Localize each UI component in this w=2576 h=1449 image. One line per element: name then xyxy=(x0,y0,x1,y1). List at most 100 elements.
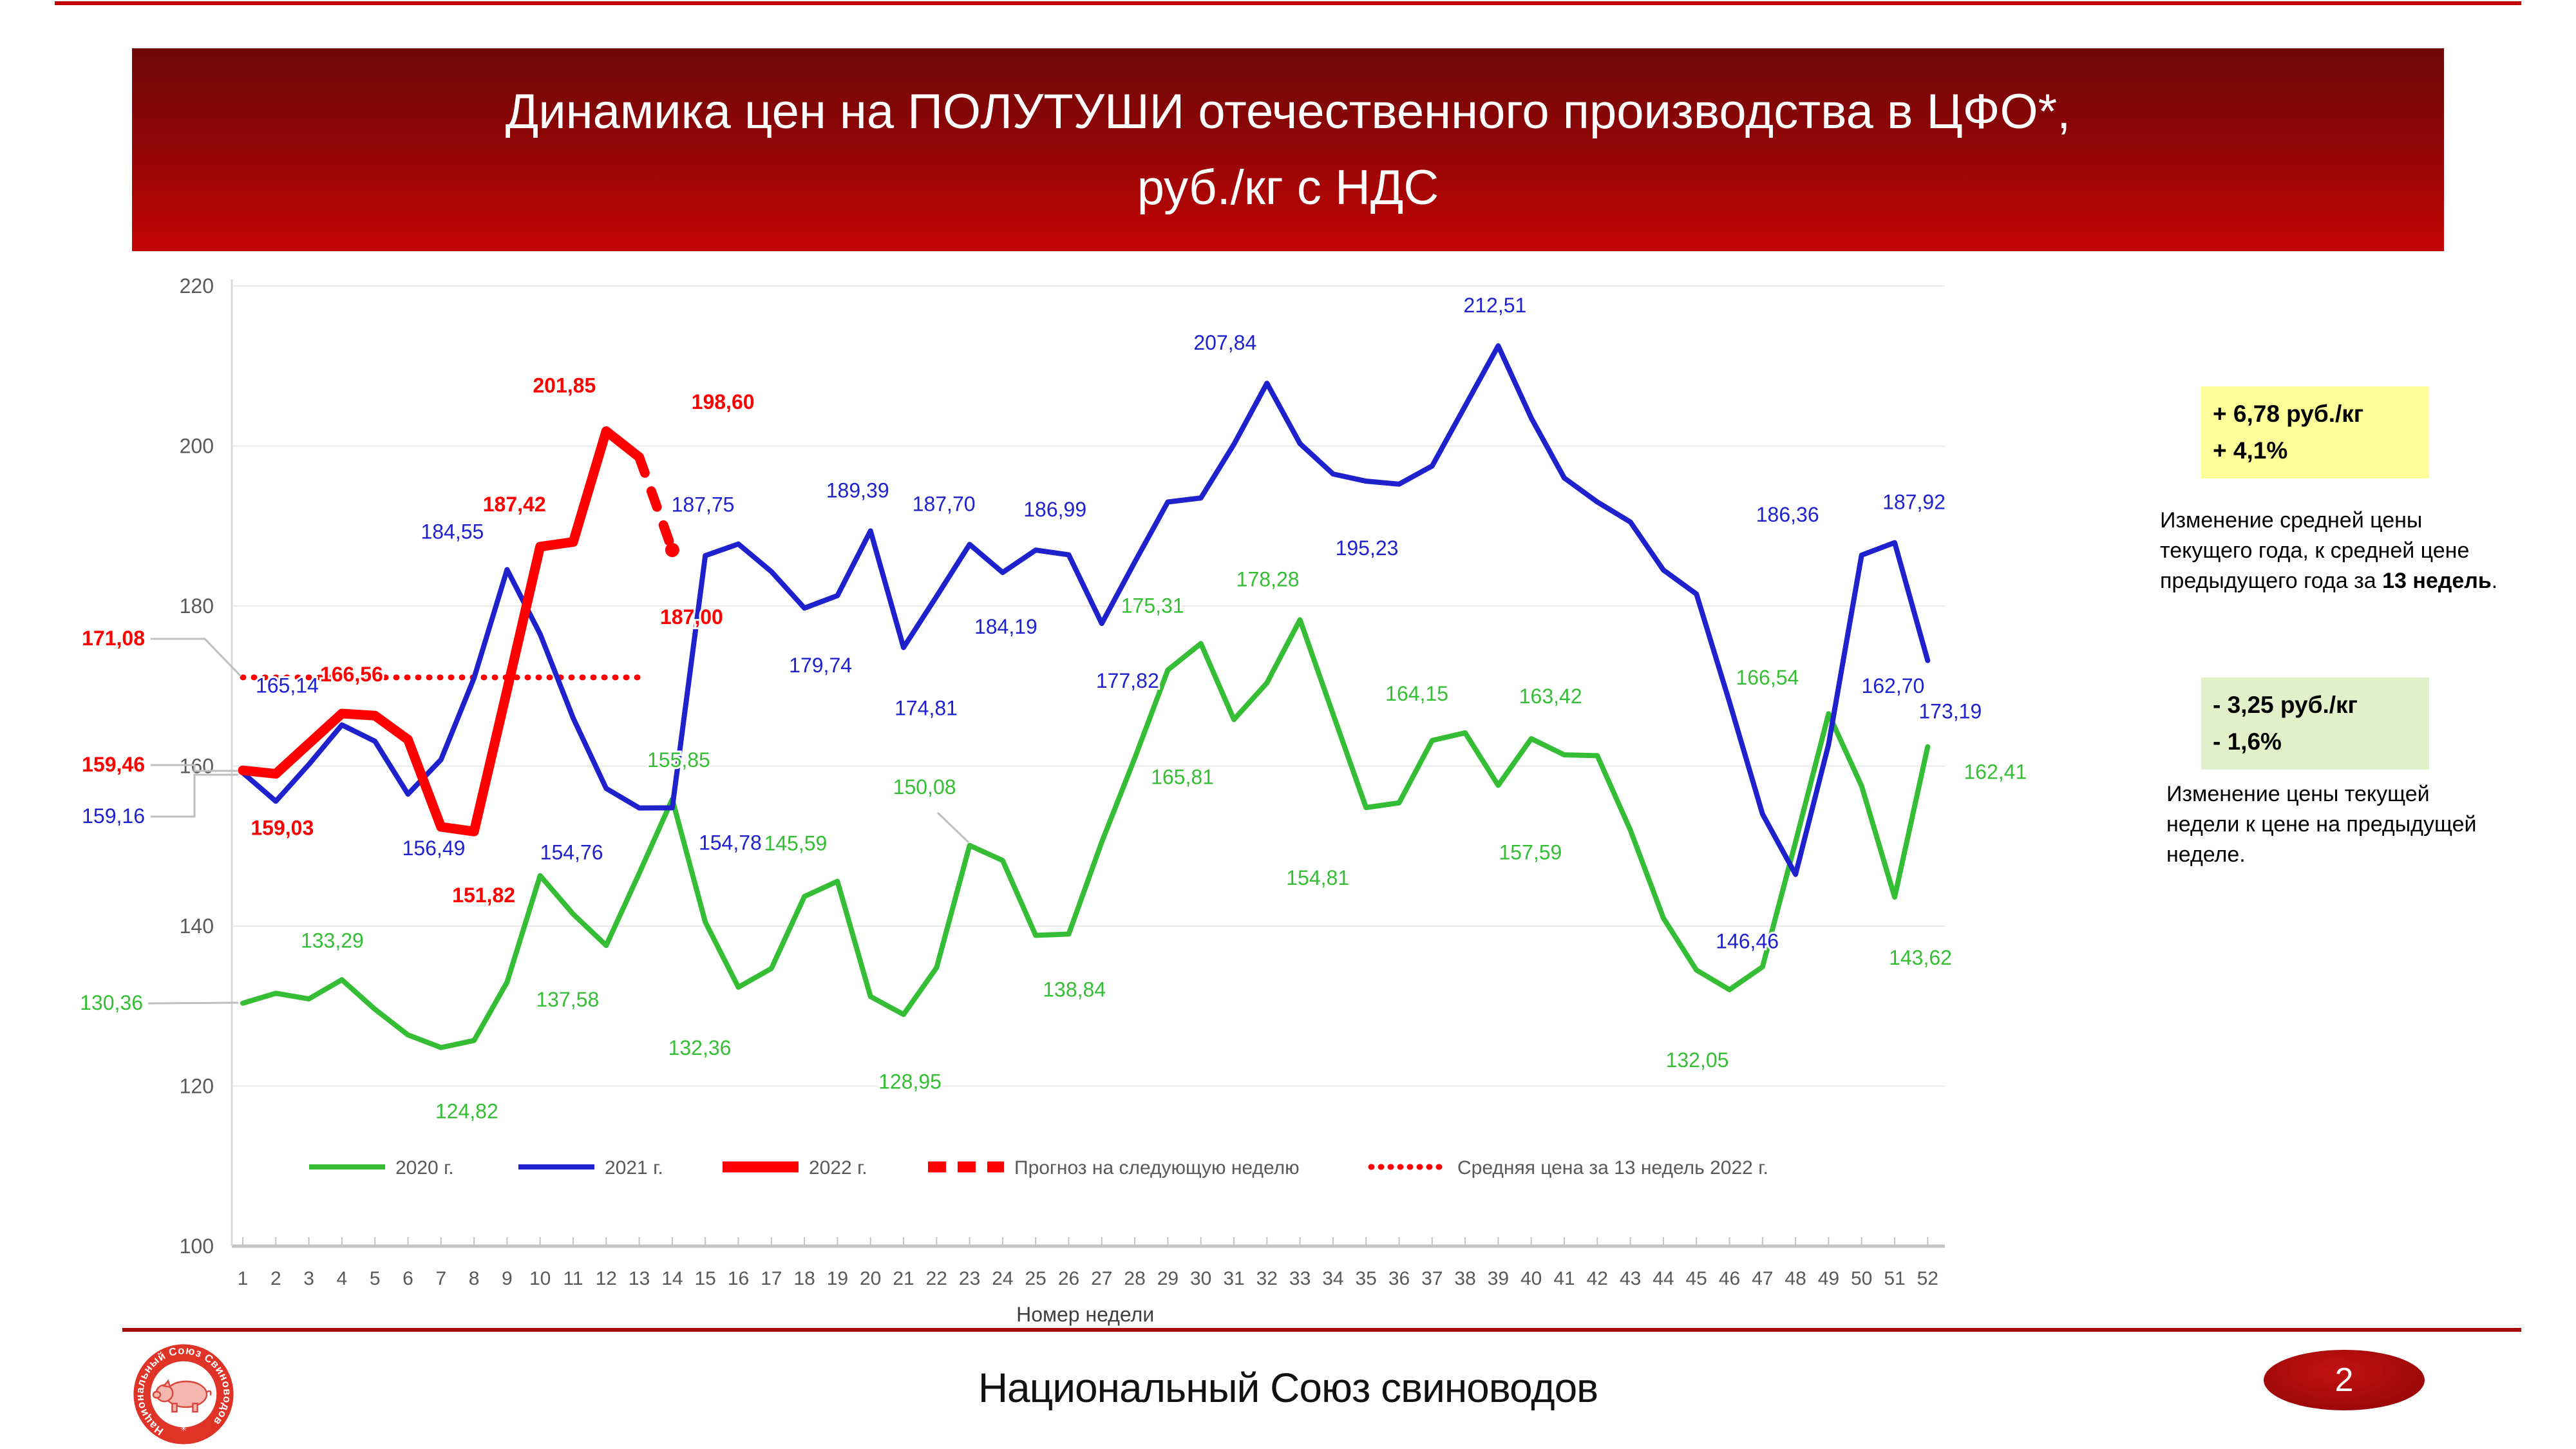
x-tick-label: 10 xyxy=(529,1268,551,1289)
x-tick-label: 25 xyxy=(1025,1268,1046,1289)
logo-star: ✳ xyxy=(180,1424,187,1434)
year-change-note-period: . xyxy=(2491,568,2498,593)
data-label-2021: 179,74 xyxy=(789,654,852,677)
slide-title-banner: Динамика цен на ПОЛУТУШИ отечественного … xyxy=(132,48,2444,251)
x-tick-label: 31 xyxy=(1223,1268,1244,1289)
label-leader-line xyxy=(151,638,242,677)
page-number-badge: 2 xyxy=(2264,1350,2425,1410)
footer-divider xyxy=(122,1328,2521,1332)
x-tick-label: 43 xyxy=(1620,1268,1641,1289)
x-tick-label: 30 xyxy=(1190,1268,1211,1289)
data-label-2021: 187,75 xyxy=(672,493,735,516)
data-label-2020: 154,81 xyxy=(1286,866,1349,889)
legend-label: 2020 г. xyxy=(395,1157,454,1179)
slide-title-line2: руб./кг с НДС xyxy=(1137,160,1439,215)
x-tick-label: 2 xyxy=(270,1268,281,1289)
legend-item: Средняя цена за 13 недель 2022 г. xyxy=(1368,1157,1768,1179)
data-label-2021: 146,46 xyxy=(1716,930,1779,953)
x-tick-label: 16 xyxy=(728,1268,749,1289)
data-label-2020: 162,41 xyxy=(1964,761,2027,784)
x-axis: 1 2 3 4 5 6 7 8 9 10 11 12 13 14 15 16 17 18 19 20 21 22 23 24 2… xyxy=(238,1237,1938,1326)
y-tick-label: 220 xyxy=(180,274,214,298)
top-accent-line xyxy=(55,1,2521,5)
data-label-2020: 150,08 xyxy=(893,775,956,799)
x-tick-label: 47 xyxy=(1752,1268,1773,1289)
legend-item: 2020 г. xyxy=(309,1157,454,1179)
x-tick-label: 3 xyxy=(303,1268,314,1289)
x-tick-label: 50 xyxy=(1851,1268,1872,1289)
axis-side-label: 171,08 xyxy=(82,627,145,650)
x-tick-label: 18 xyxy=(793,1268,815,1289)
x-tick-label: 22 xyxy=(926,1268,947,1289)
x-tick-label: 37 xyxy=(1421,1268,1443,1289)
forecast-end-dot xyxy=(665,543,679,558)
x-tick-label: 42 xyxy=(1587,1268,1608,1289)
week-change-rub: - 3,25 руб./кг xyxy=(2213,692,2358,718)
x-tick-label: 33 xyxy=(1289,1268,1311,1289)
y-tick-label: 100 xyxy=(180,1235,214,1258)
data-label-2021: 187,92 xyxy=(1882,491,1946,514)
label-leader-line xyxy=(151,764,238,772)
x-tick-label: 46 xyxy=(1719,1268,1740,1289)
week-change-pct: - 1,6% xyxy=(2213,728,2282,755)
x-tick-label: 20 xyxy=(860,1268,881,1289)
x-tick-label: 51 xyxy=(1884,1268,1905,1289)
x-tick-label: 32 xyxy=(1256,1268,1278,1289)
data-label-2021: 174,81 xyxy=(895,696,958,719)
data-label-2021: 195,23 xyxy=(1336,536,1399,560)
legend-label: 2022 г. xyxy=(809,1157,867,1179)
x-tick-label: 15 xyxy=(695,1268,716,1289)
x-tick-label: 38 xyxy=(1454,1268,1475,1289)
series-2020 xyxy=(240,617,1931,1050)
x-tick-label: 26 xyxy=(1058,1268,1079,1289)
data-label-2020: 128,95 xyxy=(878,1070,942,1093)
year-change-rub: + 6,78 руб./кг xyxy=(2213,401,2364,427)
data-label-2022: 166,56 xyxy=(320,663,383,686)
data-label-2022: 201,85 xyxy=(533,374,596,397)
data-label-2020: 178,28 xyxy=(1236,567,1300,591)
x-tick-label: 39 xyxy=(1488,1268,1509,1289)
y-tick-label: 140 xyxy=(180,914,214,938)
data-label-2020: 165,81 xyxy=(1151,765,1214,788)
y-tick-label: 120 xyxy=(180,1075,214,1098)
pig-icon xyxy=(152,1379,212,1413)
data-label-2020: 137,58 xyxy=(536,988,599,1011)
x-tick-label: 5 xyxy=(370,1268,381,1289)
data-label-2020: 143,62 xyxy=(1889,946,1952,969)
data-label-2021: 162,70 xyxy=(1861,674,1924,697)
x-tick-label: 27 xyxy=(1091,1268,1112,1289)
x-tick-label: 12 xyxy=(596,1268,617,1289)
week-change-box: - 3,25 руб./кг - 1,6% xyxy=(2201,677,2429,770)
x-tick-label: 49 xyxy=(1818,1268,1839,1289)
axis-side-label: 159,46 xyxy=(82,753,145,776)
data-label-2021: 173,19 xyxy=(1918,700,1982,723)
x-tick-label: 44 xyxy=(1653,1268,1674,1289)
annotation-panel: + 6,78 руб./кг + 4,1% Изменение средней … xyxy=(2151,361,2537,940)
data-label-2020: 157,59 xyxy=(1499,840,1562,864)
x-tick-label: 6 xyxy=(402,1268,413,1289)
label-leader-line xyxy=(151,773,238,818)
legend-item: 2022 г. xyxy=(723,1157,867,1179)
year-change-box: + 6,78 руб./кг + 4,1% xyxy=(2201,386,2429,478)
data-label-2021: 154,76 xyxy=(540,841,603,864)
year-change-pct: + 4,1% xyxy=(2213,437,2288,464)
x-tick-label: 36 xyxy=(1388,1268,1410,1289)
data-label-2021: 212,51 xyxy=(1463,294,1526,317)
data-label-2020: 163,42 xyxy=(1519,685,1582,708)
x-tick-label: 19 xyxy=(827,1268,848,1289)
data-label-2021: 186,99 xyxy=(1023,498,1086,521)
series-forecast xyxy=(634,452,677,555)
x-tick-label: 28 xyxy=(1124,1268,1145,1289)
x-tick-label: 40 xyxy=(1520,1268,1542,1289)
x-tick-label: 8 xyxy=(469,1268,480,1289)
data-label-2021: 156,49 xyxy=(402,837,466,860)
data-label-2020: 155,85 xyxy=(647,748,710,772)
label-leader-line xyxy=(936,811,970,844)
nss-logo: Национальный Союз Свиноводов ✳ xyxy=(133,1344,234,1444)
series-2021 xyxy=(240,343,1931,877)
x-tick-label: 17 xyxy=(761,1268,782,1289)
data-label-2020: 175,31 xyxy=(1121,594,1184,617)
year-change-note: Изменение средней цены текущего года, к … xyxy=(2160,506,2513,596)
x-tick-label: 23 xyxy=(959,1268,980,1289)
x-axis-title: Номер недели xyxy=(1016,1303,1154,1326)
